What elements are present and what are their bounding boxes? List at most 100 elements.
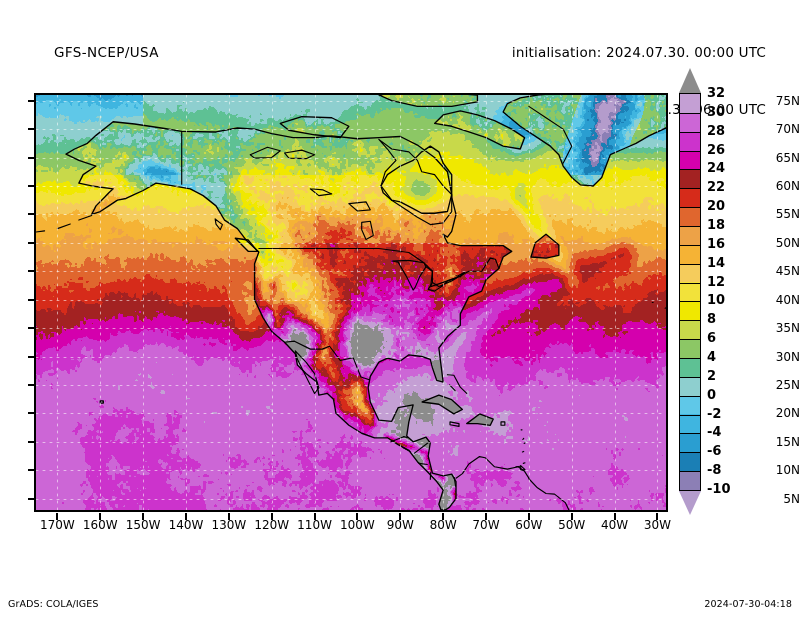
colorbar-tick-label: 14	[707, 255, 726, 271]
latitude-tick-label: 20N	[775, 406, 800, 421]
colorbar-tick-label: 10	[707, 293, 726, 309]
longitude-tick-mark	[142, 513, 145, 520]
latitude-tick-label: 15N	[775, 434, 800, 449]
longitude-tick-label: 30W	[643, 518, 671, 532]
colorbar-tick-label: -2	[707, 406, 722, 422]
model-label: GFS-NCEP/USA	[54, 45, 159, 61]
colorbar-tick-label: 20	[707, 199, 726, 215]
colorbar-band-separator	[680, 433, 700, 435]
colorbar-tick-label: -10	[707, 482, 731, 497]
longitude-tick-mark	[570, 513, 573, 520]
colorbar-band-separator	[680, 376, 700, 378]
longitude-tick-label: 90W	[386, 518, 414, 532]
colorbar-band-separator	[680, 150, 700, 152]
colorbar-band-separator	[680, 263, 700, 265]
colorbar-band	[680, 112, 700, 132]
latitude-tick-label: 10N	[775, 463, 800, 478]
longitude-tick-mark	[399, 513, 402, 520]
colorbar-band	[680, 301, 700, 321]
longitude-tick-mark	[485, 513, 487, 520]
latitude-tick-label: 65N	[775, 150, 800, 165]
footer-timestamp: 2024-07-30-04:18	[704, 599, 792, 610]
longitude-tick-label: 50W	[558, 518, 586, 532]
initialisation-label: initialisation: 2024.07.30. 00:00 UTC	[511, 45, 766, 61]
longitude-tick-mark	[356, 513, 359, 520]
longitude-tick-mark	[313, 513, 316, 520]
colorbar-band-separator	[680, 414, 700, 416]
temperature-colorbar[interactable]	[679, 68, 701, 518]
longitude-tick-mark	[227, 513, 230, 520]
colorbar-band	[680, 150, 700, 170]
colorbar-tick-label: 12	[707, 274, 726, 290]
colorbar-band	[680, 131, 700, 151]
latitude-tick-label: 25N	[775, 377, 800, 392]
colorbar-band-separator	[680, 471, 700, 473]
longitude-tick-label: 100W	[340, 518, 375, 532]
colorbar-tick-label: 16	[707, 236, 726, 252]
colorbar-band-separator	[680, 226, 700, 227]
longitude-tick-label: 160W	[82, 518, 118, 532]
latitude-tick-label: 35N	[775, 321, 800, 336]
latitude-tick-label: 75N	[775, 93, 800, 108]
longitude-tick-label: 140W	[168, 518, 204, 532]
colorbar-band	[680, 94, 700, 113]
latitude-tick-label: 40N	[775, 292, 800, 307]
colorbar-band	[680, 225, 700, 245]
colorbar-band-separator	[680, 188, 700, 190]
colorbar-tick-label: -6	[707, 444, 722, 460]
longitude-tick-label: 150W	[125, 518, 161, 532]
longitude-tick-label: 60W	[515, 518, 543, 532]
map-plot-area[interactable]	[34, 93, 668, 512]
longitude-tick-mark	[442, 513, 445, 520]
colorbar-tick-label: 8	[707, 312, 717, 328]
colorbar-band-separator	[680, 131, 700, 133]
colorbar-tick-label: 18	[707, 218, 726, 233]
colorbar-band-separator	[680, 244, 700, 246]
longitude-tick-mark	[527, 513, 530, 520]
latitude-tick-label: 5N	[783, 491, 800, 506]
colorbar-tick-label: 24	[707, 161, 726, 177]
latitude-tick-label: 55N	[775, 207, 800, 222]
longitude-tick-label: 40W	[600, 518, 629, 532]
colorbar-band	[680, 376, 700, 396]
colorbar-tick-label: 0	[707, 387, 717, 403]
colorbar-band	[680, 414, 700, 434]
colorbar-band	[680, 244, 700, 264]
colorbar-band-separator	[680, 169, 700, 171]
colorbar-band-separator	[680, 395, 700, 397]
longitude-tick-mark	[99, 513, 102, 520]
longitude-tick-label: 130W	[211, 518, 247, 532]
colorbar-band	[680, 320, 700, 339]
temperature-field-canvas	[36, 95, 666, 510]
colorbar-band-separator	[680, 112, 700, 114]
longitude-tick-mark	[185, 513, 187, 520]
colorbar-tick-label: -4	[707, 425, 722, 441]
latitude-tick-label: 50N	[775, 235, 800, 250]
colorbar-band-separator	[680, 320, 700, 322]
colorbar-band-separator	[680, 301, 700, 303]
longitude-tick-label: 170W	[40, 518, 75, 532]
colorbar-tick-label: -8	[707, 463, 722, 479]
colorbar-band	[680, 470, 700, 490]
colorbar-tick-label: 2	[707, 368, 717, 384]
longitude-tick-mark	[56, 513, 59, 520]
colorbar-band	[680, 169, 700, 189]
colorbar-band	[680, 263, 700, 283]
colorbar-band	[680, 395, 700, 415]
longitude-tick-label: 120W	[254, 518, 290, 532]
latitude-tick-label: 60N	[775, 178, 800, 193]
colorbar-band	[680, 433, 700, 453]
colorbar-band	[680, 207, 700, 226]
latitude-tick-label: 30N	[775, 349, 800, 364]
longitude-tick-mark	[270, 513, 273, 520]
colorbar-band	[680, 452, 700, 471]
longitude-tick-mark	[613, 513, 616, 520]
longitude-tick-label: 80W	[429, 518, 457, 532]
colorbar-band-separator	[680, 452, 700, 454]
colorbar-tick-label: 4	[707, 350, 717, 365]
colorbar-band-separator	[680, 339, 700, 341]
longitude-tick-label: 70W	[472, 518, 500, 532]
colorbar-band-separator	[680, 358, 700, 359]
colorbar-band	[680, 338, 700, 358]
colorbar-strip	[679, 93, 701, 491]
